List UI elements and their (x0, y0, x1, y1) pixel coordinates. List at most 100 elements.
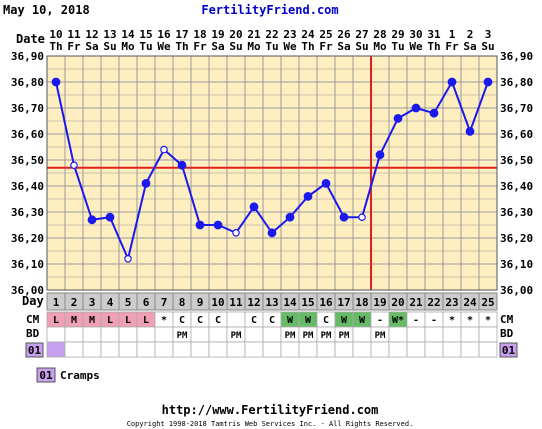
bd-cell (100, 326, 120, 343)
weekday-label: Mo (247, 40, 261, 53)
custom-cell (64, 341, 84, 358)
custom-cell (82, 341, 102, 358)
cm-value: - (377, 315, 383, 326)
header-site-name: FertilityFriend.com (201, 3, 338, 17)
y-tick-label-left: 36,70 (11, 102, 44, 115)
cm-value: L (107, 315, 113, 326)
custom-cell (154, 341, 174, 358)
y-tick-label-right: 36,20 (500, 232, 533, 245)
cm-value: M (89, 315, 95, 326)
bd-value: PM (375, 331, 386, 341)
bd-value: PM (303, 331, 314, 341)
weekday-label: Tu (265, 40, 278, 53)
day-number-label: 12 (247, 296, 260, 309)
y-tick-label-right: 36,80 (500, 76, 533, 89)
cm-value: L (125, 315, 131, 326)
bd-cell (136, 326, 156, 343)
cm-value: C (251, 315, 257, 326)
y-tick-label-right: 36,90 (500, 50, 533, 63)
y-tick-label-right: 36,40 (500, 180, 533, 193)
custom-cell (136, 341, 156, 358)
custom-cell (46, 341, 66, 358)
temperature-point (285, 212, 295, 222)
bd-cell (424, 326, 444, 343)
day-number-label: 2 (71, 296, 78, 309)
date-label: 28 (373, 28, 386, 41)
weekday-label: We (157, 40, 171, 53)
cm-value: C (323, 315, 329, 326)
custom-cell (424, 341, 444, 358)
temperature-point (195, 220, 205, 230)
temperature-point (87, 215, 97, 225)
temperature-point (51, 77, 61, 87)
date-label: 29 (391, 28, 404, 41)
weekday-label: Mo (121, 40, 135, 53)
cm-value: W* (392, 315, 404, 326)
day-number-label: 15 (301, 296, 314, 309)
day-number-label: 4 (107, 296, 114, 309)
cm-value: C (269, 315, 275, 326)
weekday-label: Sa (211, 40, 224, 53)
day-number-label: 14 (283, 296, 297, 309)
legend-label-cramps: Cramps (60, 369, 100, 382)
y-tick-label-left: 36,40 (11, 180, 44, 193)
day-number-label: 16 (319, 296, 333, 309)
y-tick-label-left: 36,00 (11, 284, 44, 297)
weekday-label: Tu (139, 40, 152, 53)
day-number-label: 21 (409, 296, 423, 309)
custom-cell (262, 341, 282, 358)
temperature-point (249, 202, 259, 212)
weekday-label: Sa (337, 40, 350, 53)
custom-cell (478, 341, 498, 358)
y-tick-label-left: 36,10 (11, 258, 44, 271)
day-number-label: 8 (179, 296, 186, 309)
date-label: 17 (175, 28, 188, 41)
date-label: 11 (67, 28, 81, 41)
temperature-point (375, 150, 385, 160)
bd-value: PM (177, 331, 188, 341)
bd-cell (244, 326, 264, 343)
date-label: 19 (211, 28, 224, 41)
custom-cell (298, 341, 318, 358)
legend-code-cramps: 01 (39, 369, 53, 382)
cm-value: W (305, 315, 312, 326)
y-tick-label-right: 36,00 (500, 284, 533, 297)
custom-cell (226, 341, 246, 358)
bd-cell (388, 326, 408, 343)
date-label: 21 (247, 28, 261, 41)
day-number-label: 17 (337, 296, 350, 309)
custom-cell (100, 341, 120, 358)
custom-cell (208, 341, 228, 358)
temperature-point (303, 191, 313, 201)
y-tick-label-right: 36,60 (500, 128, 533, 141)
date-label: 2 (467, 28, 474, 41)
day-number-label: 13 (265, 296, 278, 309)
weekday-label: Su (229, 40, 242, 53)
day-number-label: 20 (391, 296, 404, 309)
day-row-label: Day (22, 294, 44, 308)
footer-url[interactable]: http://www.FertilityFriend.com (162, 403, 379, 417)
weekday-label: Th (49, 40, 62, 53)
temperature-point (160, 145, 168, 154)
custom-cell (460, 341, 480, 358)
y-tick-label-left: 36,30 (11, 206, 44, 219)
bd-row-label: BD (26, 327, 40, 340)
weekday-label: Su (355, 40, 368, 53)
bd-cell (46, 326, 66, 343)
bd-value: PM (285, 331, 296, 341)
custom-cell (352, 341, 372, 358)
weekday-label: We (409, 40, 423, 53)
cm-row-label: CM (26, 313, 40, 326)
day-number-label: 7 (161, 296, 168, 309)
day-cell (478, 292, 498, 311)
temperature-point (447, 77, 457, 87)
temperature-point (70, 161, 78, 170)
weekday-label: Sa (463, 40, 476, 53)
bd-value: PM (321, 331, 332, 341)
temperature-point (465, 126, 475, 136)
custom-row-label: 01 (28, 344, 42, 357)
custom-cell (244, 341, 264, 358)
date-label: 20 (229, 28, 242, 41)
bd-row-label-right: BD (500, 327, 514, 340)
custom-cell (442, 341, 462, 358)
